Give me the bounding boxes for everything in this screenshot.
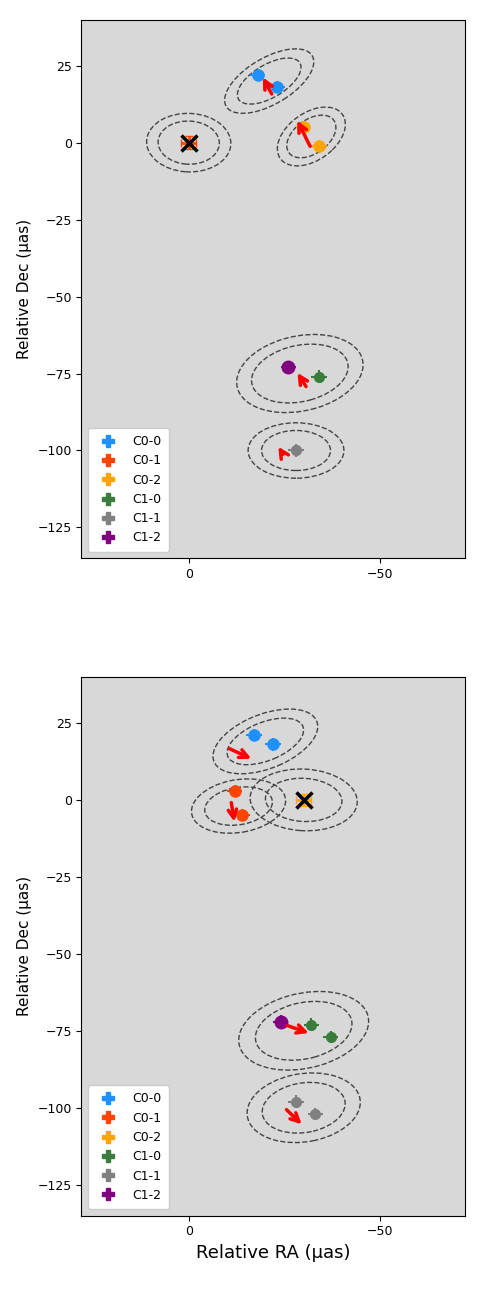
Legend: C0-0, C0-1, C0-2, C1-0, C1-1, C1-2: C0-0, C0-1, C0-2, C1-0, C1-1, C1-2 (88, 1086, 170, 1209)
Y-axis label: Relative Dec (μas): Relative Dec (μas) (17, 218, 32, 359)
Legend: C0-0, C0-1, C0-2, C1-0, C1-1, C1-2: C0-0, C0-1, C0-2, C1-0, C1-1, C1-2 (88, 428, 170, 552)
X-axis label: Relative RA (μas): Relative RA (μas) (196, 1244, 350, 1262)
Y-axis label: Relative Dec (μas): Relative Dec (μas) (17, 876, 32, 1017)
